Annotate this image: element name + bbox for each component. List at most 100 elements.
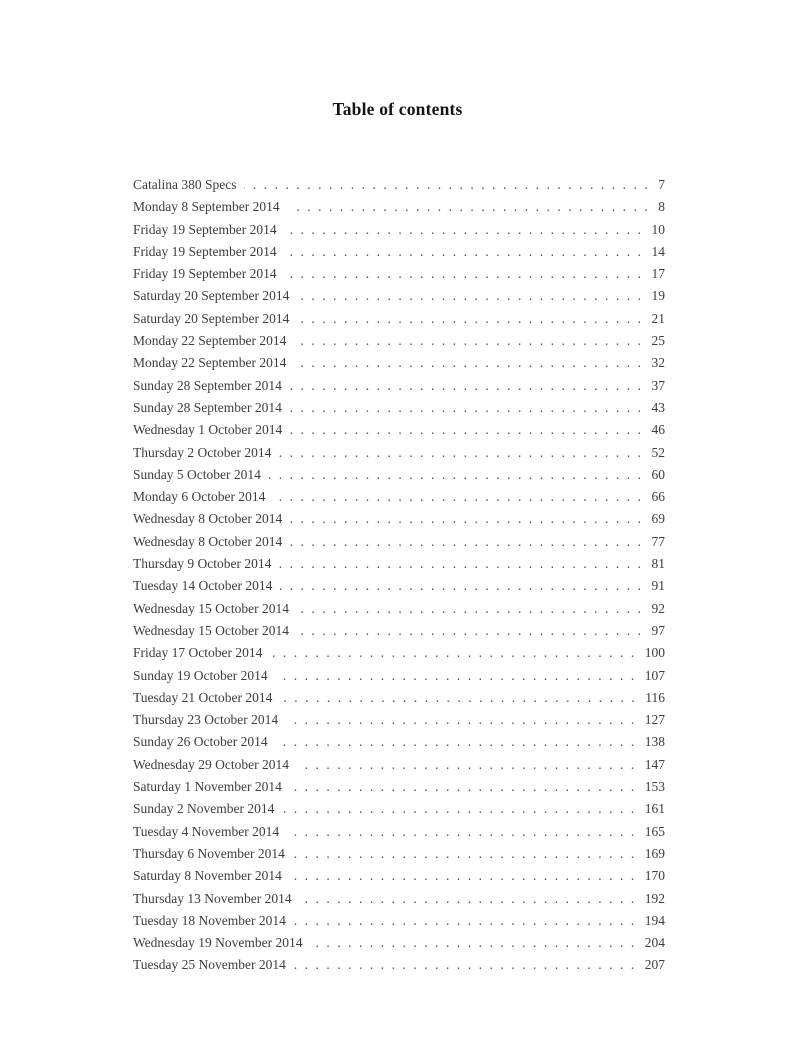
toc-entry: Thursday 23 October 2014 127 [133, 712, 665, 734]
toc-entry-label: Thursday 2 October 2014 [133, 444, 272, 460]
toc-entry-label: Tuesday 25 November 2014 [133, 957, 286, 973]
toc-entry: Tuesday 14 October 2014 91 [133, 578, 665, 600]
toc-dot-leader [269, 467, 649, 483]
toc-entry: Friday 17 October 2014 100 [133, 645, 665, 667]
toc-entry-page-number: 10 [651, 221, 666, 237]
toc-entry-page-number: 170 [644, 868, 665, 884]
toc-entry-page-number: 37 [651, 377, 666, 393]
toc-entry: Wednesday 8 October 2014 69 [133, 511, 665, 533]
toc-dot-leader [293, 846, 642, 862]
toc-entry-page-number: 204 [644, 935, 665, 951]
toc-entry-page-number: 77 [651, 533, 666, 549]
toc-entry-page-number: 92 [651, 600, 666, 616]
toc-entry: Thursday 13 November 2014 192 [133, 891, 665, 913]
toc-entry-label: Friday 17 October 2014 [133, 645, 263, 661]
toc-dot-leader [285, 222, 649, 238]
toc-entry-label: Wednesday 19 November 2014 [133, 935, 303, 951]
toc-entry-label: Saturday 1 November 2014 [133, 779, 282, 795]
toc-entry: Saturday 8 November 2014 170 [133, 868, 665, 890]
toc-dot-leader [297, 601, 649, 617]
toc-entry-page-number: 153 [644, 779, 665, 795]
toc-entry-page-number: 116 [645, 689, 665, 705]
toc-entry-page-number: 161 [644, 801, 665, 817]
toc-entry: Sunday 2 November 2014 161 [133, 801, 665, 823]
toc-entry: Sunday 28 September 2014 43 [133, 400, 665, 422]
toc-entry-page-number: 97 [651, 622, 666, 638]
toc-dot-leader [297, 623, 649, 639]
toc-entry: Tuesday 4 November 2014 165 [133, 824, 665, 846]
toc-entry-label: Friday 19 September 2014 [133, 266, 277, 282]
toc-entry: Tuesday 21 October 2014 116 [133, 690, 665, 712]
toc-entry-label: Wednesday 29 October 2014 [133, 756, 289, 772]
toc-dot-leader [290, 378, 649, 394]
toc-entry-page-number: 100 [644, 645, 665, 661]
toc-entry: Sunday 19 October 2014 107 [133, 668, 665, 690]
toc-entry: Monday 8 September 2014 8 [133, 199, 665, 221]
toc-entry: Wednesday 1 October 2014 46 [133, 422, 665, 444]
toc-dot-leader [297, 288, 648, 304]
toc-entry: Wednesday 8 October 2014 77 [133, 534, 665, 556]
toc-entry: Saturday 20 September 2014 21 [133, 311, 665, 333]
page-title: Table of contents [332, 99, 463, 119]
toc-entry-page-number: 81 [651, 556, 666, 572]
toc-dot-leader [294, 957, 642, 973]
toc-dot-leader [279, 556, 648, 572]
toc-entry-label: Wednesday 15 October 2014 [133, 600, 289, 616]
toc-entry-label: Thursday 23 October 2014 [133, 712, 279, 728]
toc-entry-label: Thursday 9 October 2014 [133, 556, 272, 572]
toc-dot-leader [282, 801, 641, 817]
toc-entry-page-number: 107 [644, 667, 665, 683]
toc-entry-label: Friday 19 September 2014 [133, 221, 277, 237]
toc-entry-label: Wednesday 8 October 2014 [133, 511, 283, 527]
toc-entry-label: Wednesday 15 October 2014 [133, 622, 289, 638]
toc-entry-page-number: 19 [651, 288, 666, 304]
toc-dot-leader [297, 757, 642, 773]
toc-entry: Wednesday 15 October 2014 97 [133, 623, 665, 645]
toc-entry: Saturday 20 September 2014 19 [133, 288, 665, 310]
toc-entry-label: Friday 19 September 2014 [133, 243, 277, 259]
toc-entry-label: Monday 22 September 2014 [133, 355, 287, 371]
toc-entry-label: Monday 22 September 2014 [133, 333, 287, 349]
toc-entry: Thursday 2 October 2014 52 [133, 445, 665, 467]
toc-entry-label: Saturday 8 November 2014 [133, 868, 282, 884]
toc-entry-label: Wednesday 1 October 2014 [133, 422, 283, 438]
toc-dot-leader [280, 578, 648, 594]
toc-entry-label: Wednesday 8 October 2014 [133, 533, 283, 549]
toc-entry-page-number: 127 [644, 712, 665, 728]
toc-entry-label: Thursday 6 November 2014 [133, 845, 285, 861]
toc-entry-label: Tuesday 18 November 2014 [133, 912, 286, 928]
toc-entry-label: Sunday 26 October 2014 [133, 734, 268, 750]
toc-dot-leader [285, 244, 649, 260]
toc-entry-page-number: 192 [644, 890, 665, 906]
toc-entry-page-number: 66 [651, 489, 666, 505]
toc-dot-leader [288, 199, 656, 215]
toc-entry-page-number: 169 [644, 845, 665, 861]
toc-entry-page-number: 14 [651, 243, 666, 259]
toc-entry-page-number: 207 [644, 957, 665, 973]
toc-entry-page-number: 43 [651, 399, 666, 415]
toc-entry-page-number: 21 [651, 310, 666, 326]
toc-entry-page-number: 17 [651, 266, 666, 282]
toc-entry: Monday 6 October 2014 66 [133, 489, 665, 511]
toc-dot-leader [290, 534, 648, 550]
toc-entry-label: Sunday 28 September 2014 [133, 377, 282, 393]
toc-entry: Friday 19 September 2014 10 [133, 222, 665, 244]
toc-dot-leader [294, 355, 648, 371]
toc-dot-leader [290, 868, 642, 884]
toc-entry-page-number: 7 [658, 177, 665, 192]
toc-entry: Thursday 9 October 2014 81 [133, 556, 665, 578]
toc-entry-page-number: 60 [651, 466, 666, 482]
toc-dot-leader [276, 668, 642, 684]
toc-entry: Thursday 6 November 2014 169 [133, 846, 665, 868]
toc-entry-page-number: 194 [644, 912, 665, 928]
toc-entry: Friday 19 September 2014 14 [133, 244, 665, 266]
toc-entry-label: Monday 6 October 2014 [133, 489, 266, 505]
toc-entry-label: Tuesday 21 October 2014 [133, 689, 273, 705]
toc-dot-leader [294, 913, 642, 929]
toc-dot-leader [311, 935, 642, 951]
toc-entry-page-number: 25 [651, 333, 666, 349]
toc-list: Catalina 380 Specs 7 Monday 8 September … [133, 177, 665, 980]
toc-dot-leader [286, 712, 642, 728]
toc-entry-page-number: 8 [658, 199, 665, 215]
